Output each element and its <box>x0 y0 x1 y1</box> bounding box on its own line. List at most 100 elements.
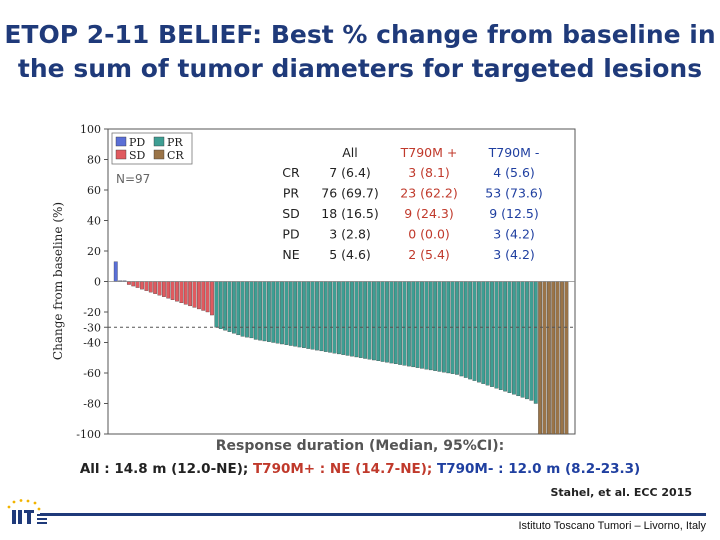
bar-pr <box>463 281 468 378</box>
bar-sd <box>153 281 158 294</box>
bar-sd <box>166 281 171 299</box>
y-tick-label: -80 <box>83 398 101 411</box>
table-cell: 7 (6.4) <box>329 165 371 180</box>
y-tick-label: 100 <box>80 123 101 136</box>
bar-pr <box>253 281 258 340</box>
bar-pr <box>511 281 516 395</box>
bar-pr <box>231 281 236 334</box>
bar-pr <box>525 281 529 400</box>
bar-pd <box>113 261 118 282</box>
bar-sd <box>148 281 153 293</box>
bar-pr <box>258 281 263 341</box>
bar-sd <box>201 281 206 311</box>
bar-cr <box>542 281 547 435</box>
bar-pr <box>240 281 245 337</box>
table-cell: 0 (0.0) <box>408 227 450 242</box>
table-cell: 9 (24.3) <box>404 206 454 221</box>
table-cell: 4 (5.6) <box>493 165 535 180</box>
bar-pr <box>262 281 267 342</box>
bar-pr <box>266 281 271 342</box>
bar-cr <box>538 281 543 435</box>
bar-pr <box>310 281 315 350</box>
response-duration-line: All : 14.8 m (12.0-NE); T790M+ : NE (14.… <box>0 461 720 477</box>
bar-pr <box>301 281 306 348</box>
slide-title: ETOP 2-11 BELIEF: Best % change from bas… <box>0 18 720 86</box>
bar-pr <box>437 281 442 372</box>
bar-pr <box>459 281 464 377</box>
bar-pr <box>284 281 289 345</box>
bar-pr <box>415 281 420 368</box>
bar-pr <box>389 281 394 364</box>
table-column-header: T790M + <box>400 145 458 160</box>
table-row-label: PR <box>283 186 300 201</box>
bar-sd <box>179 281 184 304</box>
itt-logo-icon <box>7 499 47 524</box>
table-cell: 3 (4.2) <box>493 247 535 262</box>
bar-pr <box>341 281 346 355</box>
footer-bar <box>40 513 706 516</box>
bar-cr <box>560 281 564 435</box>
y-tick-label: 80 <box>87 154 101 167</box>
bar-pr <box>468 281 473 380</box>
bar-pr <box>297 281 302 348</box>
n-label: N=97 <box>116 172 150 186</box>
bar-pr <box>498 281 503 390</box>
response-all: All : 14.8 m (12.0-NE); <box>79 461 249 477</box>
bar-pr <box>376 281 381 361</box>
bar-sd <box>144 281 149 291</box>
bar-sd <box>196 281 201 310</box>
bar-pr <box>323 281 328 352</box>
table-cell: 18 (16.5) <box>321 206 378 221</box>
footer-institution: Istituto Toscano Tumori – Livorno, Italy <box>518 520 707 532</box>
bar-sd <box>205 281 210 313</box>
bar-sd <box>183 281 188 305</box>
table-cell: 53 (73.6) <box>485 186 542 201</box>
legend-label-pd: PD <box>129 136 145 149</box>
bar-pr <box>472 281 477 381</box>
legend-label-sd: SD <box>129 149 146 162</box>
legend-swatch-cr <box>153 149 165 160</box>
bar-sd <box>157 281 162 296</box>
bar-pr <box>481 281 486 384</box>
bar-pr <box>236 281 241 336</box>
table-row-label: CR <box>282 165 300 180</box>
bar-pr <box>398 281 403 365</box>
table-cell: 2 (5.4) <box>408 247 450 262</box>
table-cell: 5 (4.6) <box>329 247 371 262</box>
bar-sd <box>210 281 214 316</box>
legend-label-pr: PR <box>167 136 183 149</box>
y-tick-label: -40 <box>83 337 101 350</box>
bar-sd <box>126 281 131 285</box>
bar-sd <box>161 281 166 297</box>
bar-pr <box>529 281 534 401</box>
legend-label-cr: CR <box>167 149 184 162</box>
bar-pr <box>371 281 376 361</box>
y-tick-label: -60 <box>83 367 101 380</box>
table-row-label: NE <box>282 247 299 262</box>
bar-cr <box>564 281 569 435</box>
bar-pr <box>406 281 411 367</box>
legend-swatch-pr <box>153 136 165 147</box>
y-axis-label: Change from baseline (%) <box>51 202 65 360</box>
table-cell: 76 (69.7) <box>321 186 378 201</box>
bar-pr <box>332 281 337 354</box>
bar-pr <box>363 281 368 359</box>
bar-pr <box>275 281 280 344</box>
bar-pr <box>350 281 354 357</box>
bar-pr <box>319 281 324 352</box>
response-duration-heading: Response duration (Median, 95%CI): <box>215 438 505 454</box>
bar-pr <box>446 281 451 374</box>
y-tick-label: -100 <box>76 428 101 441</box>
bar-pr <box>503 281 508 392</box>
table-cell: 23 (62.2) <box>400 186 457 201</box>
bar-cr <box>551 281 556 435</box>
bar-pr <box>354 281 359 358</box>
table-column-header: All <box>342 145 358 160</box>
bar-pr <box>476 281 481 383</box>
bar-pr <box>516 281 521 397</box>
title-line-2: the sum of tumor diameters for targeted … <box>17 54 703 83</box>
bar-pr <box>249 281 254 339</box>
y-tick-label: 60 <box>87 184 101 197</box>
bar-pr <box>367 281 372 360</box>
bar-pr <box>433 281 438 371</box>
